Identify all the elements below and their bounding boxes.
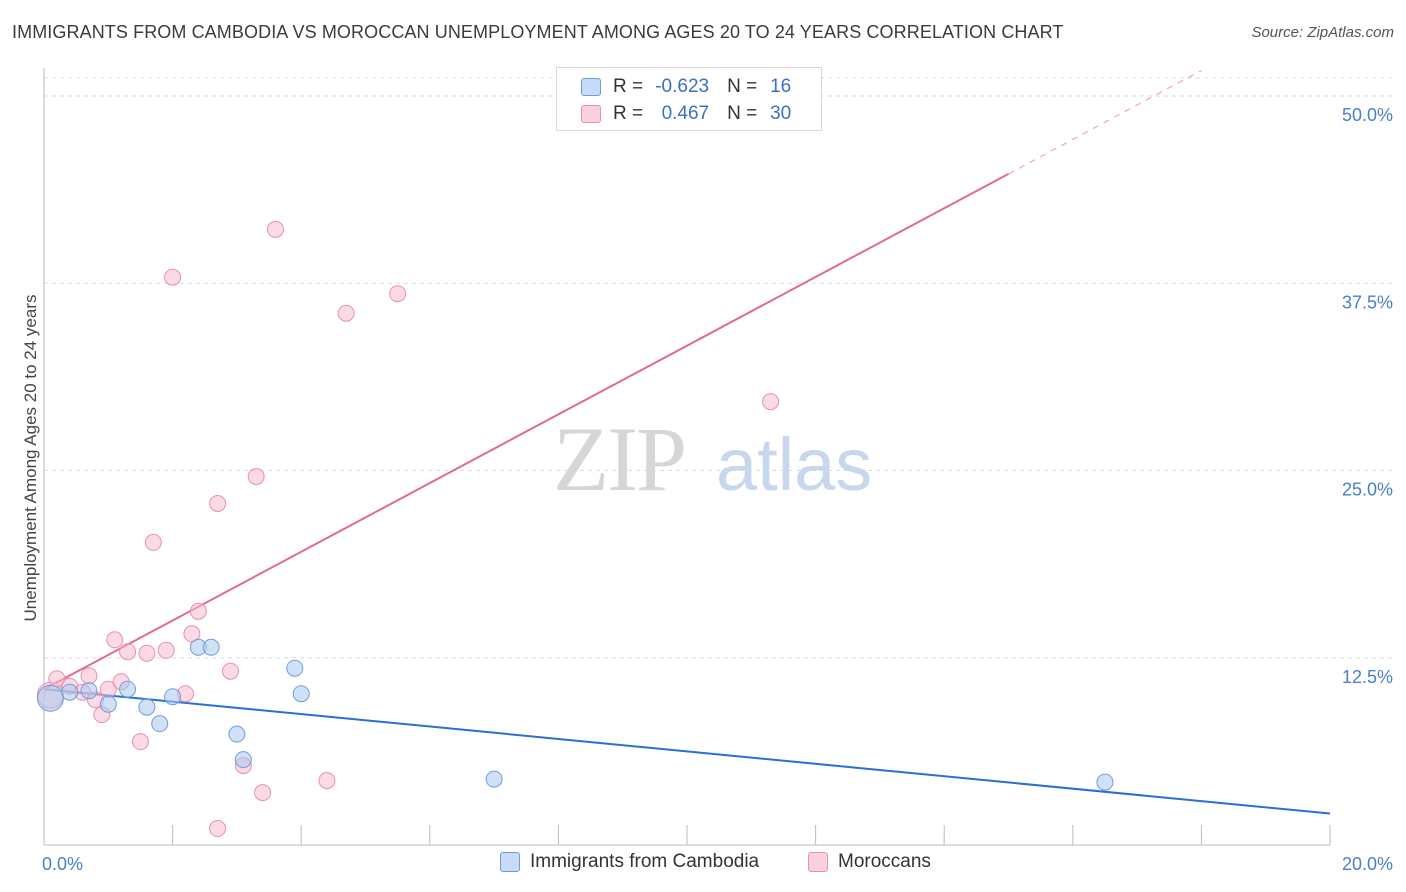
- point-moroccans: [144, 533, 162, 551]
- trend-line-cambodia: [43, 688, 1331, 815]
- stats-legend: R = -0.623 N = 16 R = 0.467 N = 30: [556, 67, 822, 131]
- legend-r-label-2: R =: [613, 103, 644, 124]
- bottom-legend: Immigrants from Cambodia Moroccans: [0, 851, 1406, 879]
- legend-r-value-2: 0.467: [661, 103, 710, 124]
- point-cambodia: [164, 688, 182, 706]
- point-moroccans: [131, 733, 149, 751]
- x-tick-label: 20.0%: [1342, 854, 1393, 874]
- point-moroccans: [119, 643, 137, 661]
- point-moroccans: [209, 494, 227, 512]
- watermark-zip: ZIP: [553, 408, 685, 510]
- point-cambodia: [151, 715, 169, 733]
- watermark-atlas: atlas: [716, 423, 872, 506]
- point-cambodia: [61, 683, 79, 701]
- point-cambodia: [1096, 773, 1114, 791]
- bottom-legend-label-cambodia: Immigrants from Cambodia: [530, 851, 760, 872]
- legend-row-cambodia: R = -0.623 N = 16: [581, 74, 791, 100]
- legend-swatch-moroccans: [581, 105, 601, 123]
- watermark: ZIP atlas: [553, 408, 872, 510]
- point-moroccans: [164, 268, 182, 286]
- point-cambodia: [234, 751, 252, 769]
- y-tick-label: 50.0%: [1342, 105, 1393, 125]
- point-moroccans: [189, 602, 207, 620]
- bottom-legend-swatch-cambodia: [500, 852, 520, 872]
- legend-n-value-1: 16: [770, 76, 792, 97]
- legend-n-label-2: N =: [727, 103, 758, 124]
- source-label: Source: ZipAtlas.com: [1251, 24, 1394, 41]
- point-cambodia: [119, 680, 137, 698]
- point-moroccans: [266, 220, 284, 238]
- point-moroccans: [389, 285, 407, 303]
- legend-row-moroccans: R = 0.467 N = 30: [581, 101, 791, 127]
- point-cambodia: [292, 685, 310, 703]
- point-moroccans: [157, 641, 175, 659]
- y-tick-label: 37.5%: [1342, 292, 1393, 312]
- y-axis-label: Unemployment Among Ages 20 to 24 years: [21, 295, 40, 622]
- point-moroccans: [138, 644, 156, 662]
- trend-line-moroccans: [43, 173, 1009, 691]
- x-tick-label: 0.0%: [42, 854, 83, 874]
- point-cambodia: [36, 684, 64, 712]
- tick-labels: 12.5% 25.0% 37.5% 50.0% 0.0% 20.0%: [42, 105, 1393, 874]
- axes: [43, 68, 1331, 846]
- bottom-legend-swatch-moroccans: [808, 852, 828, 872]
- point-cambodia: [80, 682, 98, 700]
- point-moroccans: [337, 304, 355, 322]
- bottom-legend-label-moroccans: Moroccans: [838, 851, 931, 872]
- point-moroccans: [106, 631, 124, 649]
- grid: [44, 77, 1392, 659]
- point-cambodia: [286, 659, 304, 677]
- legend-n-label-1: N =: [727, 76, 758, 97]
- point-moroccans: [80, 667, 98, 685]
- point-cambodia: [138, 698, 156, 716]
- point-moroccans: [254, 784, 272, 802]
- chart-title: IMMIGRANTS FROM CAMBODIA VS MOROCCAN UNE…: [12, 22, 1064, 42]
- point-cambodia: [99, 695, 117, 713]
- trend-line-moroccans-extension: [1008, 70, 1202, 175]
- point-moroccans: [318, 772, 336, 790]
- point-moroccans: [221, 662, 239, 680]
- legend-r-label-1: R =: [613, 76, 644, 97]
- points: [36, 220, 1114, 838]
- legend-r-value-1: -0.623: [655, 76, 710, 97]
- point-moroccans: [762, 393, 780, 411]
- point-moroccans: [209, 820, 227, 838]
- bottom-legend-moroccans: Moroccans: [808, 851, 931, 873]
- y-tick-label: 25.0%: [1342, 480, 1393, 500]
- legend-swatch-cambodia: [581, 78, 601, 96]
- point-moroccans: [247, 467, 265, 485]
- bottom-legend-cambodia: Immigrants from Cambodia: [500, 851, 759, 873]
- y-tick-label: 12.5%: [1342, 667, 1393, 687]
- legend-n-value-2: 30: [770, 103, 792, 124]
- trend-lines: [43, 70, 1331, 815]
- point-cambodia: [485, 770, 503, 788]
- point-cambodia: [202, 638, 220, 656]
- point-cambodia: [228, 725, 246, 743]
